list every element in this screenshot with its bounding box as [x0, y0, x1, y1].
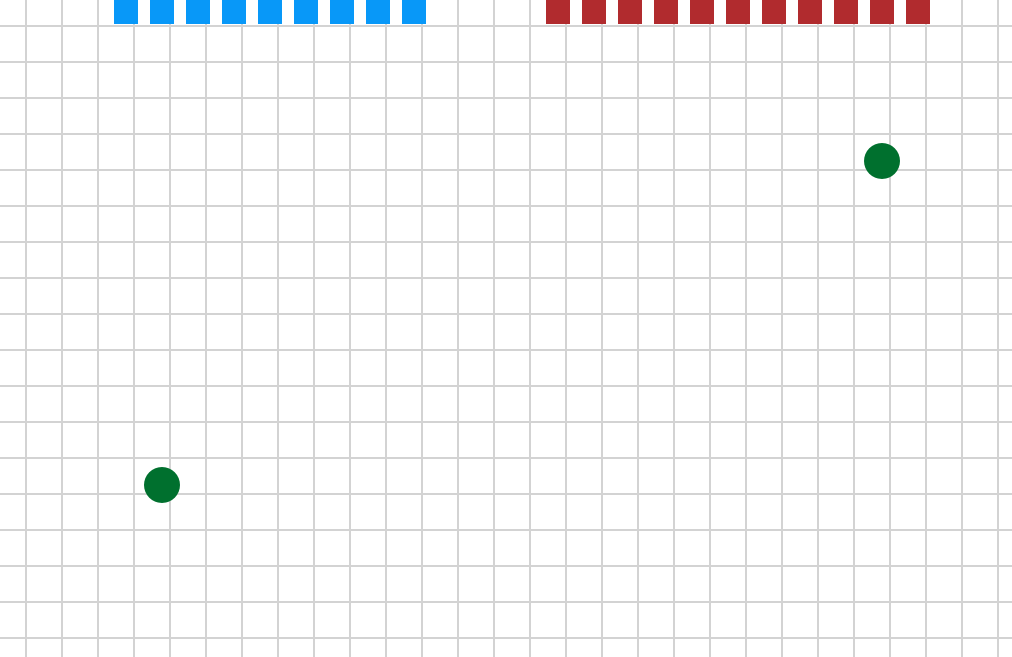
blue-group-token[interactable]: [144, 467, 180, 503]
red-cell[interactable]: [582, 0, 606, 24]
red-cell[interactable]: [618, 0, 642, 24]
red-cell[interactable]: [906, 0, 930, 24]
red-cell[interactable]: [798, 0, 822, 24]
blue-cell[interactable]: [222, 0, 246, 24]
blue-cell[interactable]: [150, 0, 174, 24]
blue-cell[interactable]: [186, 0, 210, 24]
blue-cell[interactable]: [114, 0, 138, 24]
red-cell[interactable]: [726, 0, 750, 24]
red-group-token[interactable]: [864, 143, 900, 179]
red-cell[interactable]: [654, 0, 678, 24]
red-cell[interactable]: [690, 0, 714, 24]
blue-cell[interactable]: [258, 0, 282, 24]
blue-cell[interactable]: [294, 0, 318, 24]
blue-cell[interactable]: [330, 0, 354, 24]
blue-cell[interactable]: [402, 0, 426, 24]
red-cell[interactable]: [762, 0, 786, 24]
red-cell[interactable]: [834, 0, 858, 24]
red-cell[interactable]: [546, 0, 570, 24]
red-cell[interactable]: [870, 0, 894, 24]
blue-cell[interactable]: [366, 0, 390, 24]
